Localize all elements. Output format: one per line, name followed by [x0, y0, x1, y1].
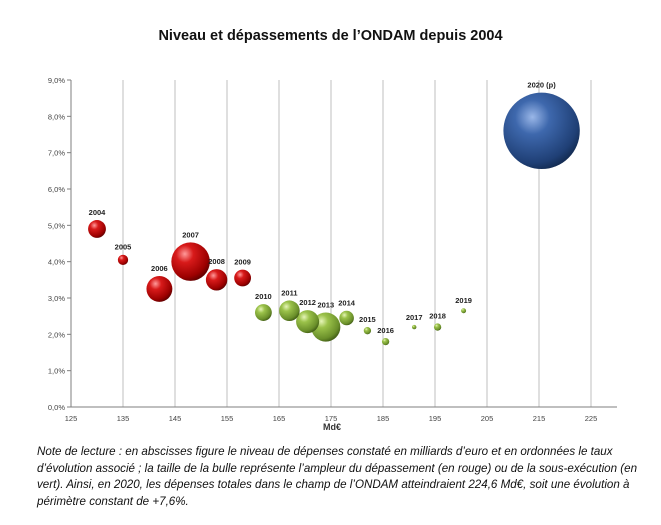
data-label-2008: 2008	[208, 257, 225, 266]
reading-note: Note de lecture : en abscisses figure le…	[37, 445, 638, 508]
bubble-2019	[461, 308, 467, 314]
bubble-2020p	[503, 92, 580, 170]
bubble-2010	[254, 304, 272, 321]
data-label-2007: 2007	[182, 230, 199, 239]
y-tick-label: 7,0%	[48, 149, 65, 158]
data-label-2019: 2019	[455, 296, 472, 305]
data-label-2015: 2015	[359, 315, 376, 324]
bubble-2008	[205, 269, 228, 291]
bubble-2005	[117, 254, 129, 265]
bubble-chart: 125 135 145 155 165 175 185 195 205 215 225 0,0% 1,0…	[48, 76, 617, 432]
x-tick-label: 225	[585, 414, 598, 423]
bubble-2017	[412, 324, 417, 330]
data-label-2014: 2014	[338, 299, 356, 308]
data-label-2012: 2012	[299, 298, 316, 307]
y-tick-label: 1,0%	[48, 367, 65, 376]
data-label-2010: 2010	[255, 292, 272, 301]
x-tick-label: 155	[221, 414, 234, 423]
bubble-2011	[279, 300, 300, 322]
bubble-2016	[381, 337, 390, 346]
x-tick-label: 185	[377, 414, 390, 423]
x-tick-label: 145	[169, 414, 182, 423]
y-tick-label: 0,0%	[48, 403, 65, 412]
x-tick-label: 175	[325, 414, 338, 423]
data-label-2017: 2017	[406, 313, 423, 322]
x-tick-label: 125	[65, 414, 78, 423]
y-tick-label: 8,0%	[48, 112, 65, 121]
x-tick-label: 135	[117, 414, 130, 423]
x-tick-label: 165	[273, 414, 286, 423]
data-label-2013: 2013	[317, 301, 334, 310]
bubble-2006	[146, 275, 173, 302]
bubble-2014	[339, 310, 354, 326]
y-tick-label: 9,0%	[48, 76, 65, 85]
bubble-2018	[433, 323, 442, 331]
y-tick-label: 4,0%	[48, 258, 65, 267]
data-label-2020p: 2020 (p)	[527, 81, 556, 90]
x-tick-label: 195	[429, 414, 442, 423]
bubble-2012	[296, 310, 320, 334]
y-tick-label: 6,0%	[48, 185, 65, 194]
y-tick-label: 2,0%	[48, 330, 65, 339]
bubble-2015	[363, 327, 372, 335]
chart-title: Niveau et dépassements de l’ONDAM depuis…	[158, 28, 503, 44]
y-tick-label: 5,0%	[48, 221, 65, 230]
y-tick-label: 3,0%	[48, 294, 65, 303]
data-label-2004: 2004	[89, 208, 107, 217]
data-label-2016: 2016	[377, 326, 394, 335]
bubble-2009	[234, 269, 252, 287]
bubble-2007	[171, 242, 210, 281]
x-axis-label: Md€	[323, 422, 341, 432]
bubble-2004	[88, 220, 106, 238]
data-label-2011: 2011	[281, 288, 297, 297]
data-label-2009: 2009	[234, 258, 251, 267]
x-tick-label: 215	[533, 414, 546, 423]
data-label-2005: 2005	[115, 243, 132, 252]
data-label-2018: 2018	[429, 311, 446, 320]
x-tick-label: 205	[481, 414, 494, 423]
data-label-2006: 2006	[151, 264, 168, 273]
